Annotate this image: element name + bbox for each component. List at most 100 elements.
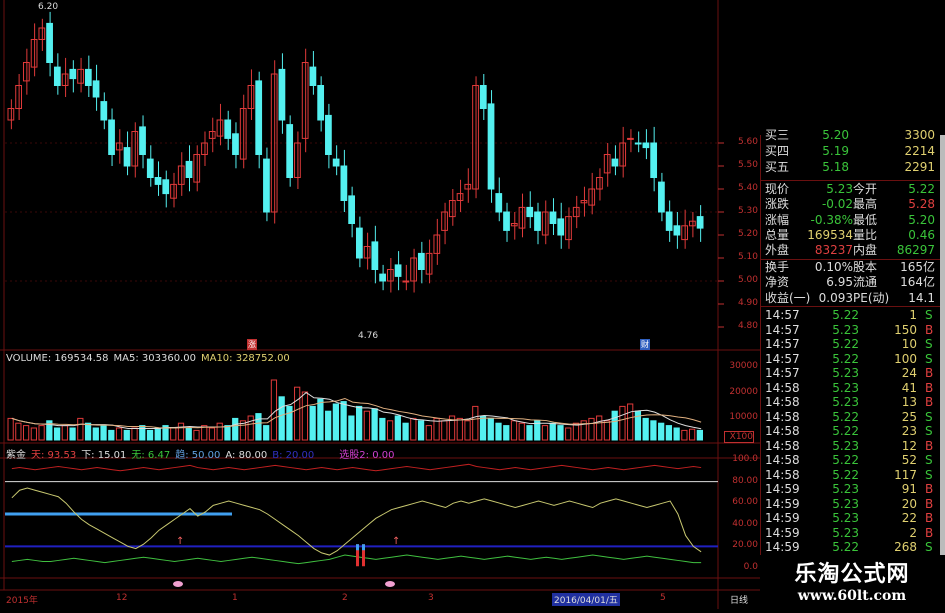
chart-canvas[interactable]: ↑ ↑	[0, 0, 760, 609]
candle	[681, 225, 689, 241]
indicator-red-line	[11, 463, 702, 472]
candle	[472, 85, 479, 190]
volume-bar	[441, 420, 448, 441]
volume-bar	[371, 408, 378, 441]
trade-row-cell: 5.22	[832, 467, 859, 482]
price-tick: 5.40	[737, 183, 758, 193]
volume-bar	[123, 429, 130, 441]
trade-row-cell: 14:59	[765, 540, 800, 554]
candle	[565, 216, 572, 241]
trade-row: 14:58 5.23 41 B	[761, 381, 941, 396]
trade-row: 14:59 5.23 22 B	[761, 511, 941, 526]
trade-row-cell: B	[925, 380, 934, 395]
volume-bar	[30, 427, 37, 441]
time-label: 3	[428, 593, 434, 603]
candle	[611, 158, 619, 167]
indicator-tick: 0.0	[743, 562, 758, 572]
volume-bar	[596, 415, 603, 441]
candle	[534, 211, 541, 231]
trade-row-cell: 14:58	[765, 467, 800, 482]
candle	[510, 223, 518, 227]
trade-row-cell: 14:59	[765, 525, 800, 540]
stat-row-cell: 外盘	[765, 243, 790, 258]
volume-bar	[92, 427, 99, 441]
volume-bar	[69, 427, 76, 441]
trade-row-cell: S	[925, 467, 933, 482]
price-tick: 5.10	[737, 252, 758, 262]
trade-row: 14:57 5.22 10 S	[761, 337, 941, 352]
stat-row-cell: -0.02	[821, 197, 853, 212]
volume-bar	[534, 420, 541, 441]
flower-marker-icon	[385, 581, 395, 587]
stat-row-cell: 169534	[807, 227, 853, 242]
divider	[761, 306, 941, 307]
trade-row-cell: B	[925, 496, 934, 511]
indicator-yellow-line	[11, 487, 702, 556]
volume-bar	[417, 420, 425, 441]
candle	[69, 68, 77, 80]
candle	[301, 62, 309, 139]
trade-row: 14:59 5.22 268 S	[761, 540, 941, 555]
side-toolbar[interactable]	[940, 135, 945, 555]
trade-row-cell: 23	[901, 424, 917, 438]
volume-bar	[658, 422, 665, 441]
volume-bar	[208, 427, 216, 441]
trade-row: 14:58 5.23 12 B	[761, 439, 941, 454]
indicator-v3: 无: 6.47	[131, 450, 171, 461]
volume-bar	[696, 429, 703, 441]
trade-row-cell: 14:57	[765, 308, 800, 322]
volume-bar	[348, 415, 355, 441]
volume-bar	[301, 391, 309, 441]
trade-row-cell: 268	[894, 540, 917, 554]
volume-bar	[557, 425, 564, 441]
event-marker-finance[interactable]: 财	[640, 339, 650, 350]
bid-row-cell: 5.19	[822, 144, 849, 158]
volume-bar	[247, 415, 254, 441]
trade-row: 14:59 5.23 2 B	[761, 526, 941, 541]
fundamental-row-cell: 0.093	[818, 290, 853, 305]
trade-row: 14:59 5.23 20 B	[761, 497, 941, 512]
indicator-v2: 下: 15.01	[81, 450, 127, 461]
stat-row: 外盘 83237 内盘 86297	[761, 243, 941, 258]
candle	[634, 142, 642, 145]
trade-row-cell: 14:57	[765, 351, 800, 366]
volume-bar	[588, 417, 595, 441]
candle	[526, 206, 534, 218]
volume-bar	[177, 422, 185, 441]
bid-row-cell: 买三	[765, 128, 790, 142]
volume-bar	[15, 422, 22, 441]
stat-row-cell: 0.46	[908, 227, 935, 242]
candle	[77, 68, 84, 84]
volume-bar	[340, 401, 347, 441]
fundamental-row-cell: 164亿	[900, 275, 935, 290]
candle	[596, 177, 603, 190]
volume-bar	[665, 425, 673, 441]
divider	[761, 259, 941, 260]
candle	[201, 142, 208, 155]
trade-row-cell: 14:58	[765, 438, 800, 453]
vol-tick: 10000	[729, 412, 758, 422]
candle	[162, 179, 170, 195]
bid-row-cell: 买五	[765, 160, 790, 174]
candle	[549, 211, 557, 224]
indicator-tick: 40.00	[732, 518, 758, 529]
indicator-v6: B: 20.00	[272, 450, 315, 461]
candle	[239, 108, 247, 160]
fundamental-row: 收益(一) 0.093 PE(动) 14.1	[761, 291, 941, 306]
volume-bar	[154, 427, 161, 441]
trade-row-cell: 5.23	[832, 322, 859, 337]
volume-bar	[170, 427, 177, 441]
trade-row-cell: 91	[901, 482, 917, 496]
fundamental-row-cell: 换手	[765, 260, 790, 274]
volume-bar	[611, 410, 618, 441]
candle	[92, 80, 100, 98]
period-selector[interactable]: 日线	[730, 596, 749, 606]
trade-row-cell: S	[925, 337, 933, 351]
event-marker-rise[interactable]: 涨	[247, 339, 257, 350]
candle	[588, 188, 596, 206]
logo-name: 乐淘公式网	[794, 562, 910, 587]
fundamental-row-cell: 收益(一)	[765, 290, 811, 305]
kline-chart[interactable]: ↑ ↑ VOLUME: 169534.58 MA5: 303360.00 MA10: …	[0, 0, 760, 609]
candle	[340, 165, 348, 201]
candle	[689, 220, 696, 227]
